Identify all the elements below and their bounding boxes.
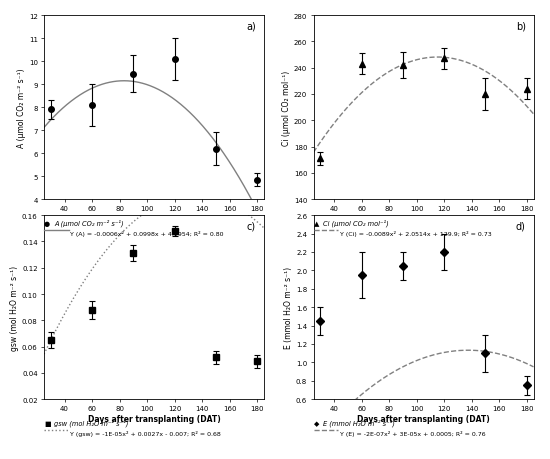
Text: ■: ■ xyxy=(44,420,51,426)
Y-axis label: gsw (mol H₂O m⁻² s⁻¹): gsw (mol H₂O m⁻² s⁻¹) xyxy=(10,265,19,350)
Text: E (mmol H₂O m⁻² s⁻¹): E (mmol H₂O m⁻² s⁻¹) xyxy=(323,419,395,426)
X-axis label: Days after transplanting (DAT): Days after transplanting (DAT) xyxy=(87,215,221,224)
Y-axis label: A (μmol CO₂ m⁻² s⁻¹): A (μmol CO₂ m⁻² s⁻¹) xyxy=(17,68,26,148)
Y-axis label: E (mmol H₂O m⁻² s⁻¹): E (mmol H₂O m⁻² s⁻¹) xyxy=(284,267,293,348)
Y-axis label: Ci (μmol CO₂ mol⁻¹): Ci (μmol CO₂ mol⁻¹) xyxy=(282,70,291,146)
Text: ▲: ▲ xyxy=(314,220,319,226)
Text: gsw (mol H₂O m⁻² s⁻¹): gsw (mol H₂O m⁻² s⁻¹) xyxy=(54,419,128,426)
Text: Y (A) = -0.0006x² + 0.0998x + 4.9954; R² = 0.80: Y (A) = -0.0006x² + 0.0998x + 4.9954; R²… xyxy=(70,231,224,237)
X-axis label: Days after transplanting (DAT): Days after transplanting (DAT) xyxy=(357,414,490,423)
Text: Y (E) = -2E-07x² + 3E-05x + 0.0005; R² = 0.76: Y (E) = -2E-07x² + 3E-05x + 0.0005; R² =… xyxy=(340,431,486,437)
Text: Ci (μmol CO₂ mol⁻¹): Ci (μmol CO₂ mol⁻¹) xyxy=(323,219,389,226)
Text: c): c) xyxy=(246,221,256,231)
Text: Y (Ci) = -0.0089x² + 2.0514x + 129.9; R² = 0.73: Y (Ci) = -0.0089x² + 2.0514x + 129.9; R²… xyxy=(340,231,492,237)
X-axis label: Days after transplanting (DAT): Days after transplanting (DAT) xyxy=(87,414,221,423)
X-axis label: Days after transplanting (DAT): Days after transplanting (DAT) xyxy=(357,215,490,224)
Text: b): b) xyxy=(516,22,526,32)
Text: a): a) xyxy=(246,22,256,32)
Text: ◆: ◆ xyxy=(314,420,319,426)
Text: ●: ● xyxy=(44,220,50,226)
Text: A (μmol CO₂ m⁻² s⁻¹): A (μmol CO₂ m⁻² s⁻¹) xyxy=(54,219,124,226)
Text: d): d) xyxy=(516,221,526,231)
Text: Y (gsw) = -1E-05x² + 0.0027x - 0.007; R² = 0.68: Y (gsw) = -1E-05x² + 0.0027x - 0.007; R²… xyxy=(70,431,221,437)
